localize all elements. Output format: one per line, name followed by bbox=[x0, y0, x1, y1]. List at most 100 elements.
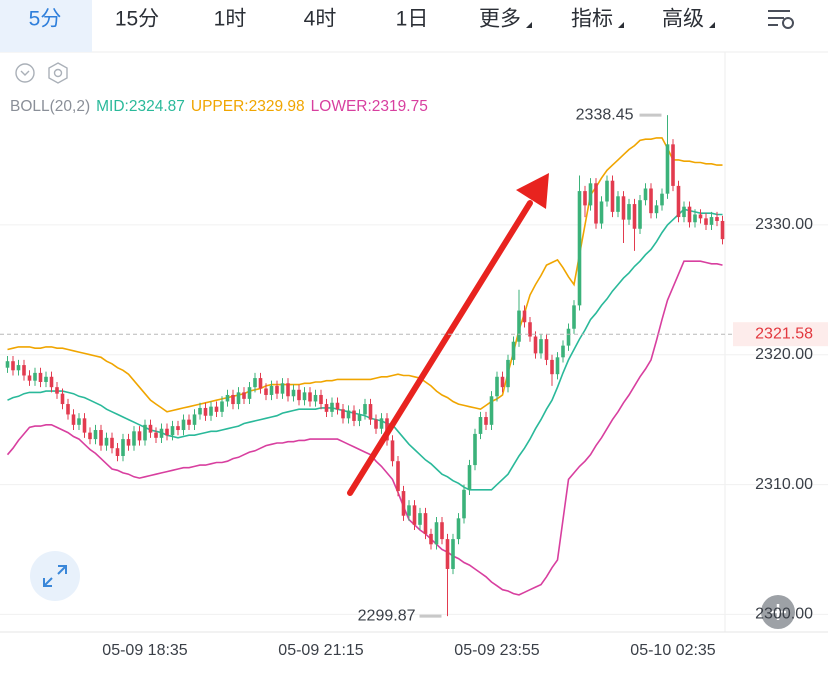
candle-body bbox=[324, 404, 329, 412]
candle-body bbox=[533, 336, 538, 354]
candle-body bbox=[561, 345, 565, 358]
candle-body bbox=[181, 419, 186, 431]
indicator-item: LOWER:2319.75 bbox=[311, 98, 428, 115]
candle-body bbox=[82, 418, 87, 433]
candle-body bbox=[165, 428, 169, 436]
candle-body bbox=[588, 183, 593, 206]
candle-body bbox=[137, 431, 142, 441]
candle-body bbox=[709, 217, 714, 225]
dropdown-marker bbox=[526, 22, 532, 28]
candle-body bbox=[176, 426, 180, 431]
candle-body bbox=[357, 414, 362, 421]
candle-body bbox=[445, 539, 450, 569]
y-tick-label: 2310.00 bbox=[755, 476, 813, 493]
candle-body bbox=[566, 328, 571, 346]
candle-body bbox=[478, 417, 483, 434]
indicator-legend: BOLL(20,2) MID:2324.87 UPPER:2329.98 LOWER:… bbox=[10, 98, 428, 115]
candle-body bbox=[522, 310, 527, 323]
candle-body bbox=[88, 432, 92, 440]
candle-body bbox=[110, 437, 114, 449]
candle-body bbox=[44, 376, 48, 382]
candle-body bbox=[22, 365, 26, 376]
candle-body bbox=[467, 465, 472, 490]
candle-body bbox=[539, 339, 543, 354]
candle-body bbox=[374, 419, 378, 429]
candle-body bbox=[66, 404, 70, 415]
candle-body bbox=[379, 418, 384, 429]
tab[interactable]: 指标 bbox=[571, 8, 613, 31]
tab[interactable]: 1日 bbox=[396, 8, 429, 31]
x-tick-label: 05-09 21:15 bbox=[278, 642, 364, 659]
candle-body bbox=[214, 406, 219, 412]
candle-body bbox=[11, 361, 15, 371]
candle-body bbox=[511, 341, 516, 360]
candle-body bbox=[473, 433, 477, 466]
candle-body bbox=[638, 200, 642, 229]
tab[interactable]: 4时 bbox=[304, 8, 337, 31]
candle-body bbox=[368, 404, 373, 420]
candle-body bbox=[319, 394, 323, 405]
max-label: 2338.45 bbox=[576, 106, 634, 123]
candle-body bbox=[247, 387, 252, 399]
candle-body bbox=[423, 513, 428, 534]
candle-body bbox=[676, 185, 681, 218]
plot-area bbox=[0, 0, 828, 617]
candle-body bbox=[583, 191, 587, 206]
candle-body bbox=[16, 365, 21, 371]
gear-icon[interactable] bbox=[48, 62, 68, 84]
candle-body bbox=[429, 533, 433, 545]
x-tick-label: 05-09 23:55 bbox=[454, 642, 540, 659]
candle-body bbox=[27, 375, 32, 381]
candle-body bbox=[715, 217, 719, 221]
candle-body bbox=[264, 388, 268, 395]
candle-body bbox=[671, 144, 675, 186]
candle-body bbox=[33, 372, 37, 381]
band-line bbox=[7, 137, 723, 413]
candle-body bbox=[291, 389, 296, 397]
candle-body bbox=[5, 361, 10, 368]
candle-body bbox=[654, 205, 659, 214]
candle-body bbox=[143, 424, 147, 441]
last-price-bg bbox=[733, 322, 828, 347]
settings-icon[interactable] bbox=[768, 10, 794, 29]
candle-body bbox=[363, 404, 367, 415]
candle-body bbox=[605, 180, 609, 202]
candle-body bbox=[550, 359, 554, 375]
candle-body bbox=[572, 305, 576, 329]
indicator-item: UPPER:2329.98 bbox=[191, 98, 305, 115]
candle-body bbox=[154, 432, 158, 438]
candle-body bbox=[440, 522, 444, 540]
candle-body bbox=[632, 204, 637, 229]
candle-body bbox=[352, 410, 356, 421]
candle-body bbox=[517, 310, 521, 342]
tab[interactable]: 5分 bbox=[29, 8, 62, 31]
candle-body bbox=[599, 201, 604, 224]
collapse-icon[interactable] bbox=[15, 63, 35, 83]
candle-body bbox=[71, 414, 76, 425]
candle-body bbox=[577, 191, 582, 306]
x-tick-label: 05-10 02:35 bbox=[630, 642, 716, 659]
candle-body bbox=[396, 461, 400, 492]
candle-body bbox=[198, 407, 202, 415]
candle-body bbox=[104, 437, 109, 446]
tab[interactable]: 15分 bbox=[115, 8, 159, 31]
candle-body bbox=[49, 376, 54, 388]
tab[interactable]: 1时 bbox=[214, 8, 247, 31]
indicator-item: BOLL(20,2) bbox=[10, 98, 90, 115]
candle-body bbox=[594, 183, 598, 224]
fullscreen-button[interactable] bbox=[30, 551, 80, 601]
reset-button[interactable] bbox=[761, 595, 795, 629]
candle-body bbox=[698, 214, 703, 219]
dropdown-marker bbox=[618, 22, 624, 28]
candle-body bbox=[555, 357, 560, 375]
candle-body bbox=[495, 376, 499, 397]
candle-body bbox=[621, 196, 626, 220]
tab[interactable]: 高级 bbox=[662, 8, 704, 31]
candle-body bbox=[506, 359, 510, 388]
candle-body bbox=[412, 505, 417, 525]
candle-body bbox=[170, 426, 175, 436]
tab[interactable]: 更多 bbox=[479, 8, 521, 31]
candle-body bbox=[115, 448, 120, 456]
candle-body bbox=[159, 428, 164, 438]
